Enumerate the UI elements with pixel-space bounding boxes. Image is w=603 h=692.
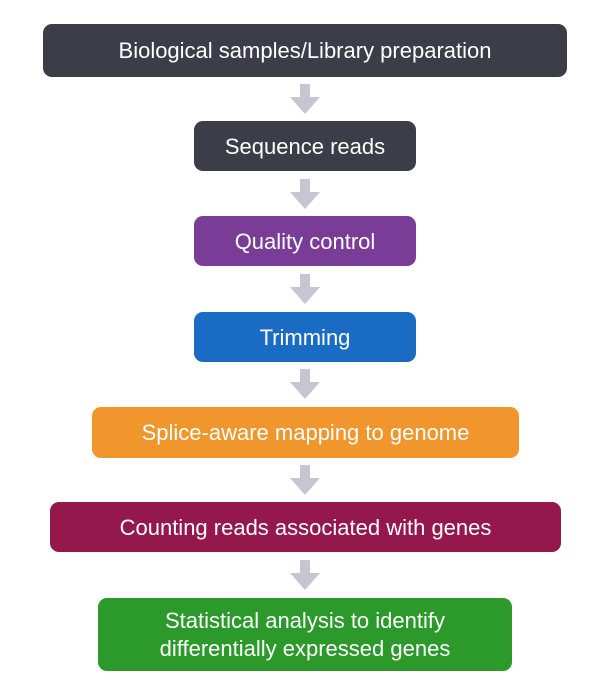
arrow-down-icon: [289, 273, 321, 305]
step-label: Splice-aware mapping to genome: [141, 420, 470, 445]
step-label: Quality control: [234, 228, 376, 254]
step-statistical-analysis: Statistical analysis to identify differe…: [98, 598, 512, 671]
step-counting-reads: Counting reads associated with genes: [50, 502, 561, 552]
arrow-down-icon: [289, 368, 321, 400]
step-label-line-2: differentially expressed genes: [159, 635, 451, 661]
step-sequence-reads: Sequence reads: [194, 121, 416, 171]
step-quality-control: Quality control: [194, 216, 416, 266]
arrow-down-icon: [289, 559, 321, 591]
step-trimming: Trimming: [194, 312, 416, 362]
step-label: Trimming: [259, 324, 351, 350]
arrow-down-icon: [289, 464, 321, 496]
step-label: Statistical analysis to identify differe…: [160, 607, 451, 663]
step-label: Counting reads associated with genes: [119, 514, 492, 540]
step-label: Sequence reads: [224, 133, 386, 159]
step-library-preparation: Biological samples/Library preparation: [43, 24, 567, 77]
arrow-down-icon: [289, 178, 321, 210]
step-label-line-1: Statistical analysis to identify: [164, 607, 445, 633]
arrow-down-icon: [289, 83, 321, 115]
step-splice-aware-mapping: Splice-aware mapping to genome: [92, 407, 519, 458]
step-label: Biological samples/Library preparation: [118, 38, 492, 63]
